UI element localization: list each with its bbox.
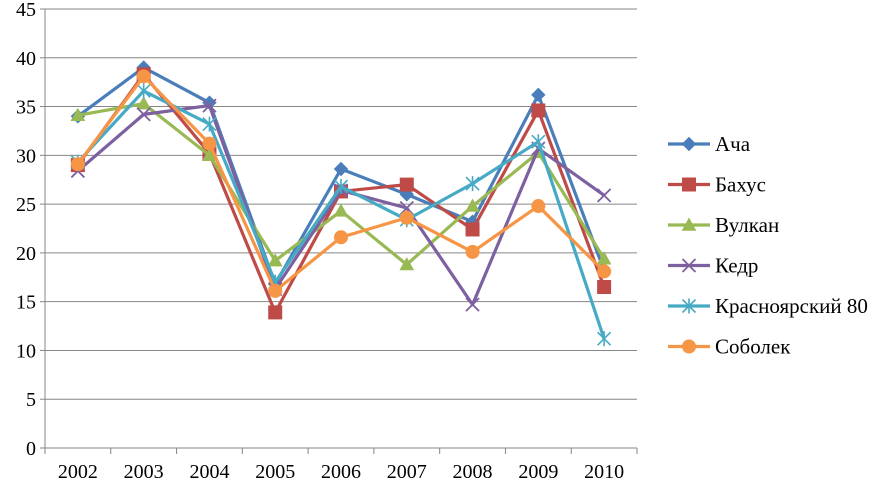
y-tick-label: 25: [16, 194, 36, 216]
legend-marker: [681, 258, 697, 273]
y-tick-label: 5: [26, 389, 36, 411]
legend-marker: [681, 136, 697, 152]
data-point: [597, 331, 612, 347]
data-point: [136, 107, 151, 122]
data-point: [399, 210, 414, 225]
legend-label: Вулкан: [715, 213, 779, 237]
x-tick-label: 2005: [255, 461, 295, 483]
data-point: [531, 103, 546, 118]
data-point: [70, 107, 86, 122]
y-tick-label: 45: [16, 0, 36, 21]
data-point: [136, 69, 151, 84]
legend-marker: [682, 339, 696, 354]
legend-item: Кедр: [668, 254, 758, 278]
series-group: [70, 60, 612, 347]
data-point: [202, 136, 217, 151]
x-tick-label: 2006: [321, 461, 361, 483]
data-point: [531, 87, 546, 103]
y-tick-labels: 0 5 10 15 20 25 30 35 40 45: [16, 0, 36, 460]
data-point: [465, 176, 480, 192]
data-point: [202, 116, 217, 132]
data-point: [268, 305, 283, 320]
data-point: [202, 98, 217, 113]
legend-label: Красноярский 80: [715, 294, 868, 318]
legend-item: Красноярский 80: [668, 294, 868, 318]
legend-marker: [681, 217, 697, 231]
data-point: [267, 253, 283, 267]
x-tick-label: 2008: [453, 461, 493, 483]
series-6: [70, 69, 612, 298]
legend-item: Вулкан: [668, 213, 779, 237]
axes: [40, 8, 638, 454]
data-point: [136, 96, 152, 110]
y-tick-label: 10: [16, 340, 36, 362]
data-point: [596, 188, 612, 203]
y-tick-label: 0: [26, 438, 36, 460]
y-tick-label: 15: [16, 292, 36, 314]
legend-item: Соболек: [668, 335, 791, 359]
x-tick-label: 2003: [124, 461, 164, 483]
data-point: [333, 161, 349, 177]
legend-label: Кедр: [715, 254, 758, 278]
data-point: [465, 222, 480, 237]
data-point: [399, 177, 414, 192]
x-tick-label: 2004: [189, 461, 229, 483]
legend-item: Ача: [668, 132, 751, 156]
data-point: [465, 198, 480, 212]
x-tick-label: 2007: [387, 461, 427, 483]
legend-item: Бахус: [668, 173, 766, 197]
data-point: [597, 280, 612, 295]
data-point: [531, 199, 546, 214]
y-tick-label: 40: [16, 48, 36, 70]
legend-label: Бахус: [715, 173, 766, 197]
y-tick-label: 30: [16, 145, 36, 167]
data-point: [136, 83, 151, 99]
series-1: [70, 60, 612, 292]
x-tick-label: 2010: [584, 461, 624, 483]
data-point: [333, 179, 349, 195]
data-point: [465, 244, 480, 259]
legend-label: Соболек: [715, 335, 791, 359]
data-point: [333, 203, 349, 217]
legend-label: Ача: [715, 132, 751, 156]
data-point: [399, 257, 415, 271]
data-point: [268, 283, 283, 298]
series-3: [70, 96, 612, 271]
x-tick-label: 2009: [518, 461, 558, 483]
data-point: [334, 230, 348, 245]
x-tick-label: 2002: [58, 461, 98, 483]
data-point: [70, 157, 85, 172]
legend-marker: [681, 298, 697, 314]
y-tick-label: 20: [16, 243, 36, 265]
data-point: [465, 297, 480, 312]
data-point: [531, 134, 546, 150]
legend-marker: [682, 177, 696, 192]
legend: Ача Бахус Вулкан Кедр Красноярский 80 Соболек: [668, 132, 868, 359]
y-tick-label: 35: [16, 97, 36, 119]
x-tick-labels: 2002 2003 2004 2005 2006 2007 2008 2009 2010: [58, 461, 624, 483]
data-point: [597, 264, 612, 279]
data-point: [596, 251, 612, 265]
